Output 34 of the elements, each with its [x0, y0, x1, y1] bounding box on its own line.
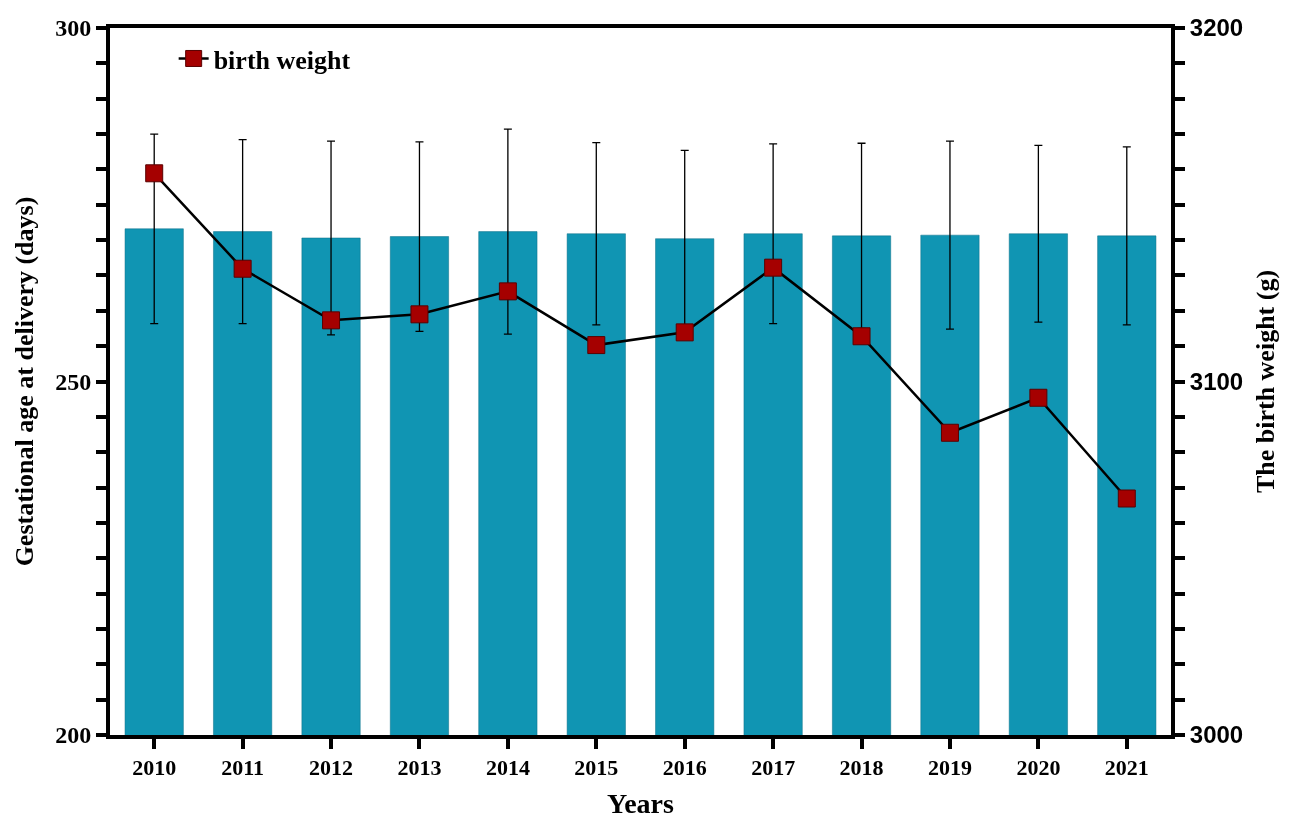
point: [764, 258, 783, 277]
y-axis-title: Gestational age at delivery (days): [10, 196, 40, 567]
x-tick-label: 2015: [574, 755, 619, 781]
legend-label: birth weight: [213, 45, 351, 75]
x-tick-label: 2014: [485, 755, 530, 781]
y-tick-label: 250: [55, 368, 92, 395]
point: [1029, 388, 1048, 407]
x-tick-label: 2012: [309, 755, 354, 781]
y2-tick-label: 3100: [1189, 367, 1244, 395]
point: [1117, 489, 1136, 508]
x-tick-label: 2019: [927, 755, 972, 781]
x-tick-label: 2010: [132, 755, 177, 781]
x-tick-label: 2017: [751, 755, 796, 781]
point: [322, 311, 341, 330]
x-tick-label: 2011: [221, 755, 265, 781]
point: [410, 305, 429, 324]
y2-tick-label: 3000: [1189, 721, 1244, 749]
x-axis-title: Years: [607, 788, 675, 819]
x-tick-label: 2020: [1016, 755, 1061, 781]
y2-tick-label: 3200: [1189, 14, 1244, 42]
point: [233, 259, 252, 278]
x-tick-label: 2018: [839, 755, 884, 781]
point: [145, 164, 164, 183]
point: [675, 323, 694, 342]
point: [852, 327, 871, 346]
x-tick-label: 2021: [1104, 755, 1149, 781]
x-tick-label: 2016: [662, 755, 707, 781]
y-tick-label: 200: [55, 722, 92, 749]
y-tick-label: 300: [55, 15, 92, 42]
point: [587, 336, 606, 355]
y2-axis-title: The birth weight (g): [1251, 269, 1281, 494]
x-tick-label: 2013: [397, 755, 442, 781]
point: [940, 423, 959, 442]
point: [498, 282, 517, 301]
